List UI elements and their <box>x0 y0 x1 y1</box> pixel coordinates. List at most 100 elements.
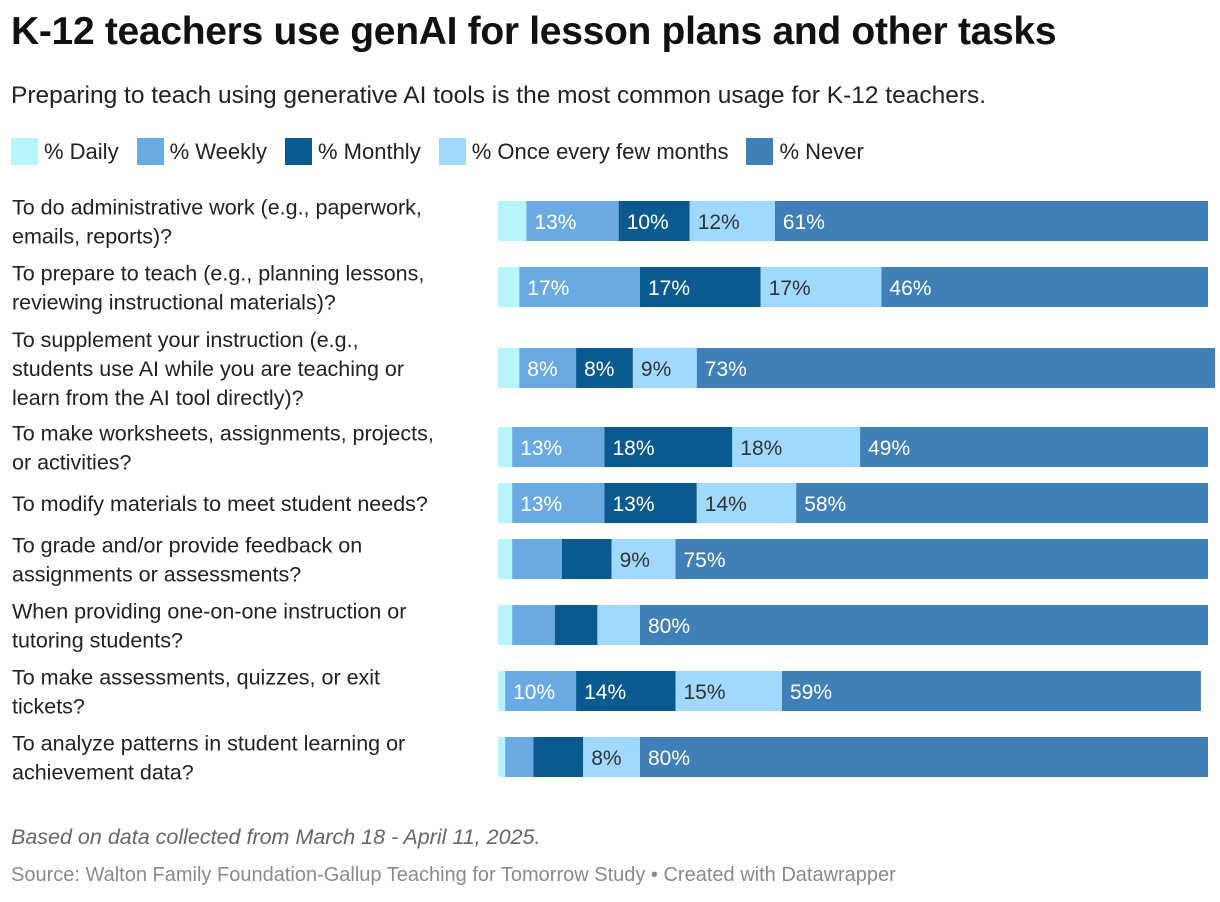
bar-segment-few-months <box>732 427 861 467</box>
bar-segment-weekly <box>505 671 577 711</box>
row-label: When providing one-on-one instruction or… <box>12 600 406 653</box>
data-label-never: 59% <box>790 681 832 704</box>
bar-segment-few-months <box>583 737 640 777</box>
bar-segment-weekly <box>519 267 640 307</box>
data-label-weekly: 10% <box>513 681 555 704</box>
data-label-never: 46% <box>889 277 931 300</box>
bar-segment-monthly <box>561 539 612 579</box>
bar-segment-monthly <box>618 201 690 241</box>
chart-subtitle: Preparing to teach using generative AI t… <box>11 82 987 109</box>
data-label-monthly: 14% <box>584 681 626 704</box>
bar-segment-never <box>796 483 1208 523</box>
legend-label-monthly: % Monthly <box>317 138 421 164</box>
bar-segment-never <box>860 427 1208 467</box>
bar-segment-daily <box>498 201 527 241</box>
data-label-weekly: 13% <box>520 493 562 516</box>
legend-item-monthly: % Monthly <box>284 138 421 165</box>
bar-segment-monthly <box>533 737 584 777</box>
bar-segment-monthly <box>604 427 733 467</box>
row-label: To do administrative work (e.g., paperwo… <box>12 196 422 249</box>
legend-swatch-few-months <box>438 138 466 165</box>
data-label-few-months: 12% <box>698 211 740 234</box>
bar-segment-few-months <box>696 483 797 523</box>
bar-segment-daily <box>498 737 506 777</box>
legend-label-daily: % Daily <box>44 138 119 164</box>
bar-segment-monthly <box>640 267 761 307</box>
bar-segment-few-months <box>611 539 676 579</box>
bar-segment-weekly <box>512 539 562 579</box>
bar-segment-few-months <box>597 605 640 645</box>
chart-source: Source: Walton Family Foundation-Gallup … <box>11 864 896 886</box>
bar-segment-few-months <box>675 671 782 711</box>
data-label-never: 73% <box>705 358 747 381</box>
bar-segment-never <box>774 201 1208 241</box>
legend-swatch-monthly <box>284 138 312 165</box>
bar-segment-weekly <box>512 427 605 467</box>
bar-segment-few-months <box>760 267 882 307</box>
legend-label-few-months: % Once every few months <box>471 138 729 164</box>
legend-swatch-never <box>746 138 774 165</box>
chart-legend: % Daily % Weekly % Monthly % Once every … <box>11 138 882 165</box>
bar-segment-weekly <box>512 605 555 645</box>
row-label: To make assessments, quizzes, or exit tic… <box>12 666 380 719</box>
bar-segment-never <box>782 671 1201 711</box>
row-label: To prepare to teach (e.g., planning less… <box>12 262 424 315</box>
bar-segment-monthly <box>576 348 633 388</box>
data-label-never: 80% <box>648 747 690 770</box>
bar-segment-weekly <box>526 201 619 241</box>
bar-segment-daily <box>498 267 520 307</box>
data-label-monthly: 13% <box>613 493 655 516</box>
bar-segment-daily <box>498 348 520 388</box>
data-label-monthly: 17% <box>648 277 690 300</box>
data-label-few-months: 14% <box>705 493 747 516</box>
data-label-few-months: 15% <box>684 681 726 704</box>
data-label-never: 49% <box>868 437 910 460</box>
bar-segment-daily <box>498 539 513 579</box>
bar-segment-never <box>881 267 1208 307</box>
row-label: To modify materials to meet student need… <box>12 492 428 516</box>
legend-item-weekly: % Weekly <box>136 138 267 165</box>
data-label-never: 58% <box>804 493 846 516</box>
data-label-weekly: 13% <box>520 437 562 460</box>
data-label-never: 75% <box>684 549 726 572</box>
bar-segment-never <box>675 539 1208 579</box>
bar-segment-daily <box>498 483 513 523</box>
legend-swatch-weekly <box>136 138 164 165</box>
bar-segment-weekly <box>512 483 605 523</box>
chart-title: K-12 teachers use genAI for lesson plans… <box>11 10 1057 53</box>
row-label: To analyze patterns in student learning … <box>12 732 405 785</box>
bar-segment-monthly <box>604 483 697 523</box>
data-label-monthly: 8% <box>584 358 614 381</box>
legend-label-weekly: % Weekly <box>169 138 267 164</box>
data-label-few-months: 17% <box>769 277 811 300</box>
legend-item-never: % Never <box>746 138 864 165</box>
data-label-weekly: 17% <box>527 277 569 300</box>
data-label-few-months: 18% <box>740 437 782 460</box>
data-label-monthly: 10% <box>627 211 669 234</box>
row-label: To supplement your instruction (e.g., stu… <box>12 328 404 410</box>
bar-segment-daily <box>498 671 506 711</box>
data-label-few-months: 8% <box>591 747 621 770</box>
data-label-few-months: 9% <box>641 358 671 381</box>
bar-segment-monthly <box>576 671 676 711</box>
row-label: To make worksheets, assignments, project… <box>12 422 434 475</box>
legend-item-few-months: % Once every few months <box>438 138 729 165</box>
bar-segment-never <box>696 348 1216 388</box>
bar-segment-never <box>640 605 1208 645</box>
row-label: To grade and/or provide feedback on assig… <box>12 534 362 587</box>
chart-notes: Based on data collected from March 18 - … <box>11 825 541 849</box>
bar-segment-monthly <box>554 605 598 645</box>
legend-swatch-daily <box>11 138 38 165</box>
data-label-weekly: 13% <box>534 211 576 234</box>
legend-label-never: % Never <box>779 138 864 164</box>
bar-segment-few-months <box>689 201 775 241</box>
bar-segment-weekly <box>505 737 534 777</box>
legend-item-daily: % Daily <box>11 138 119 165</box>
data-label-never: 80% <box>648 615 690 638</box>
data-label-weekly: 8% <box>527 358 557 381</box>
bar-segment-weekly <box>519 348 577 388</box>
bar-segment-never <box>640 737 1208 777</box>
bar-segment-few-months <box>632 348 697 388</box>
data-label-never: 61% <box>783 211 825 234</box>
